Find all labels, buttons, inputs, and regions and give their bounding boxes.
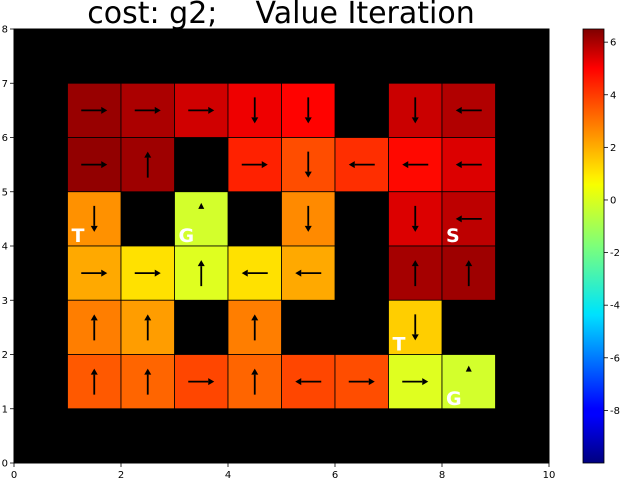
colorbar-tick-label: 6 (610, 38, 616, 49)
goal-arrowhead (198, 202, 205, 209)
colorbar-tick-label: -2 (610, 248, 620, 259)
policy-arrowhead (101, 269, 108, 277)
policy-arrowhead (465, 260, 473, 267)
x-tick-label: 0 (11, 470, 17, 480)
colorbar-tick-label: -8 (610, 406, 620, 417)
y-tick-label: 7 (2, 79, 8, 90)
colorbar-tick-label: 0 (610, 195, 616, 206)
chart-title: cost: g2; Value Iteration (87, 0, 474, 31)
markers-layer: T G S T G (72, 225, 462, 410)
cell-marker-label: S (446, 225, 460, 247)
x-tick-label: 6 (332, 470, 338, 480)
policy-arrowhead (208, 378, 215, 386)
policy-arrowhead (101, 161, 108, 169)
grid-cell (174, 191, 229, 247)
y-axis: 0 1 2 3 4 5 6 7 8 (2, 25, 14, 470)
colorbar-tick-label: 2 (610, 143, 616, 154)
cells-layer (67, 82, 496, 410)
policy-arrowhead (101, 106, 108, 114)
policy-arrowhead (368, 378, 375, 386)
arrows-layer (81, 97, 482, 395)
policy-arrowhead (261, 161, 268, 169)
policy-arrowhead (144, 151, 152, 158)
policy-arrowhead (402, 161, 409, 169)
y-tick-label: 1 (2, 404, 8, 415)
policy-arrowhead (90, 225, 98, 232)
policy-arrowhead (90, 314, 98, 321)
policy-arrowhead (304, 225, 312, 232)
policy-arrowhead (411, 117, 419, 124)
policy-arrowhead (241, 269, 248, 277)
plot-area: T G S T G (13, 28, 550, 464)
cell-marker-label: G (446, 388, 462, 410)
y-tick-label: 2 (2, 350, 8, 361)
colorbar-tick-label: -4 (610, 301, 620, 312)
goal-arrowhead (465, 365, 472, 372)
policy-arrowhead (411, 225, 419, 232)
policy-arrowhead (411, 260, 419, 267)
policy-arrowhead (455, 106, 462, 114)
x-tick-label: 4 (225, 470, 231, 480)
policy-arrowhead (144, 314, 152, 321)
policy-arrowhead (251, 117, 259, 124)
y-tick-label: 5 (2, 187, 8, 198)
colorbar-ticks: 6 4 2 0 -2 -4 -6 -8 (604, 38, 620, 417)
policy-arrowhead (197, 260, 205, 267)
policy-arrowhead (422, 378, 429, 386)
x-axis: 0 2 4 6 8 10 (11, 463, 556, 480)
policy-arrowhead (295, 378, 302, 386)
policy-arrowhead (144, 368, 152, 375)
policy-arrowhead (304, 117, 312, 124)
cell-marker-label: T (393, 334, 406, 356)
colorbar-gradient (582, 28, 605, 464)
cell-marker-label: G (179, 225, 195, 247)
policy-arrowhead (251, 314, 259, 321)
policy-arrowhead (295, 269, 302, 277)
colorbar: 6 4 2 0 -2 -4 -6 -8 (582, 28, 620, 464)
policy-arrowhead (455, 215, 462, 223)
colorbar-tick-label: -6 (610, 353, 620, 364)
colorbar-tick-label: 4 (610, 90, 616, 101)
cell-marker-label: T (72, 225, 85, 247)
y-tick-label: 0 (2, 459, 8, 470)
x-tick-label: 8 (439, 470, 445, 480)
policy-arrowhead (208, 106, 215, 114)
policy-arrowhead (455, 161, 462, 169)
policy-arrowhead (154, 269, 161, 277)
policy-arrowhead (411, 334, 419, 341)
policy-arrowhead (348, 161, 355, 169)
y-tick-label: 8 (2, 25, 8, 36)
policy-arrowhead (154, 106, 161, 114)
grid-cell (441, 354, 496, 410)
y-tick-label: 4 (2, 242, 8, 253)
policy-arrowhead (304, 171, 312, 178)
policy-arrowhead (90, 368, 98, 375)
x-tick-label: 2 (118, 470, 124, 480)
policy-arrowhead (251, 368, 259, 375)
y-tick-label: 6 (2, 133, 8, 144)
x-tick-label: 10 (543, 470, 556, 480)
y-tick-label: 3 (2, 296, 8, 307)
